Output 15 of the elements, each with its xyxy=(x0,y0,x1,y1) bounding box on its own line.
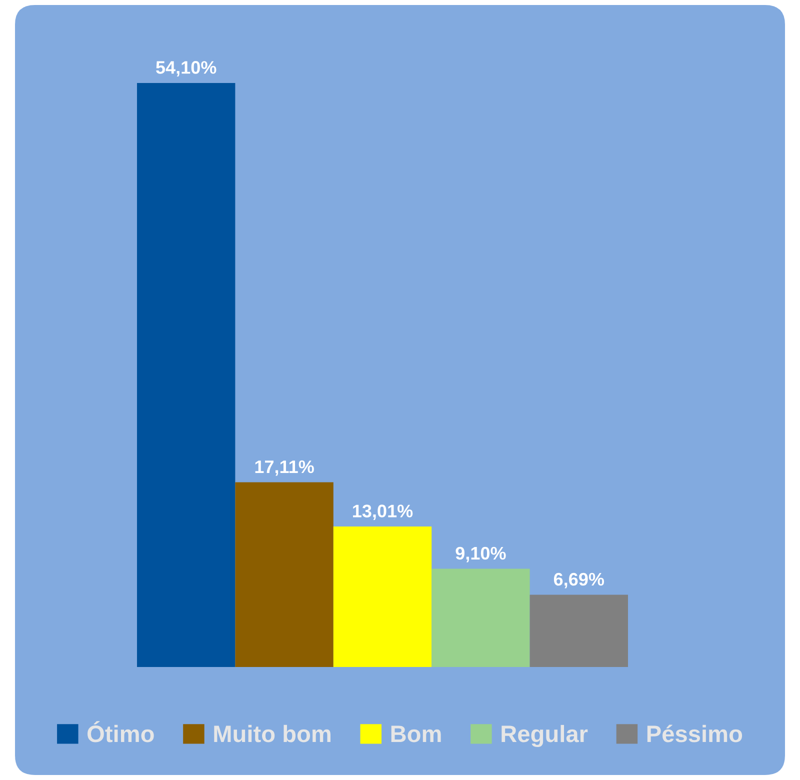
data-label: 6,69% xyxy=(554,572,604,588)
legend-label: Muito bom xyxy=(214,724,330,742)
legend-label: Bom xyxy=(391,726,441,742)
bar xyxy=(530,594,628,667)
data-label: 17,11% xyxy=(255,460,314,476)
legend-label: Ótimo xyxy=(88,721,154,742)
data-label: 54,10% xyxy=(156,61,216,76)
bar xyxy=(333,526,432,667)
data-label: 13,01% xyxy=(353,504,413,520)
data-label: 9,10% xyxy=(456,546,506,562)
legend-label: Regular xyxy=(502,724,588,748)
legend-label: Péssimo xyxy=(647,724,742,742)
bar xyxy=(432,568,530,667)
bar xyxy=(137,82,236,667)
bar xyxy=(235,482,334,667)
